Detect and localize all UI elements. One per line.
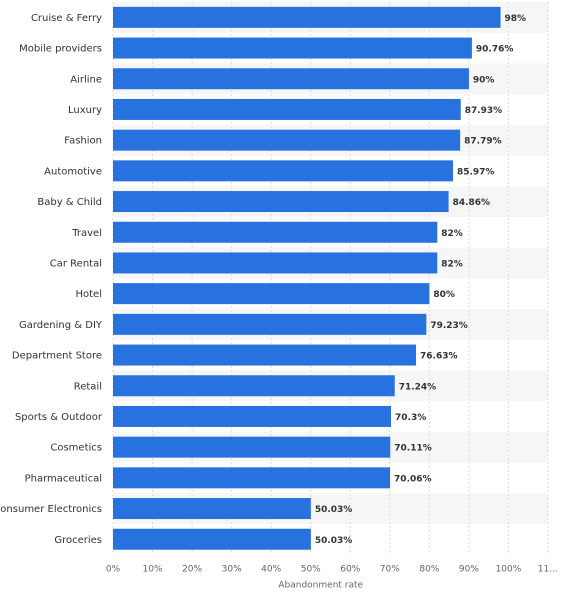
category-label: Hotel: [76, 289, 103, 300]
category-label: Department Store: [12, 351, 102, 362]
value-label: 85.97%: [457, 167, 495, 177]
category-label: Cosmetics: [50, 443, 102, 454]
x-tick-label: 0%: [106, 565, 121, 575]
bar[interactable]: [113, 467, 391, 489]
x-axis-ticks: 0% 10% 20% 30% 40% 50% 60% 70% 80% 90% 100% 11…: [106, 565, 558, 575]
value-label: 87.93%: [465, 106, 503, 116]
value-labels: 98% 90.76% 90% 87.93% 87.79% 85.97% 84.86% 82% 8…: [315, 14, 526, 546]
value-label: 80%: [433, 290, 455, 300]
bar[interactable]: [113, 221, 438, 243]
bar[interactable]: [113, 283, 430, 305]
value-label: 70.3%: [395, 413, 426, 423]
bar[interactable]: [113, 129, 461, 151]
bar[interactable]: [113, 6, 501, 28]
value-label: 79.23%: [430, 321, 468, 331]
value-label: 71.24%: [399, 382, 437, 392]
category-label: Car Rental: [50, 258, 102, 269]
x-tick-label: 20%: [182, 565, 202, 575]
bar[interactable]: [113, 98, 461, 120]
x-tick-label: 50%: [301, 565, 321, 575]
category-label: Airline: [70, 74, 102, 85]
category-label: Mobile providers: [19, 44, 102, 55]
gridlines: [112, 2, 549, 555]
bar[interactable]: [113, 344, 417, 366]
bar[interactable]: [113, 405, 392, 427]
category-labels: Cruise & Ferry Mobile providers Airline Lux…: [0, 13, 103, 546]
value-label: 82%: [441, 259, 463, 269]
bar[interactable]: [113, 252, 438, 274]
bar[interactable]: [113, 498, 311, 520]
category-label: Sports & Outdoor: [15, 412, 103, 423]
bar[interactable]: [113, 160, 453, 182]
x-tick-label: 30%: [222, 565, 242, 575]
bar[interactable]: [113, 436, 391, 458]
value-label: 98%: [505, 14, 527, 24]
category-label: Luxury: [68, 105, 102, 116]
value-label: 76.63%: [420, 352, 458, 362]
category-label: Consumer Electronics: [0, 504, 102, 515]
x-tick-label: 70%: [380, 565, 400, 575]
bar[interactable]: [113, 191, 449, 213]
category-label: Fashion: [64, 136, 102, 147]
value-label: 50.03%: [315, 505, 353, 515]
x-axis-title: Abandonment rate: [278, 581, 363, 591]
x-tick-label: 11…: [538, 565, 558, 575]
category-label: Pharmaceutical: [25, 473, 102, 484]
x-tick-label: 10%: [143, 565, 163, 575]
category-label: Retail: [74, 381, 102, 392]
value-label: 70.06%: [394, 474, 432, 484]
bar[interactable]: [113, 37, 472, 59]
x-tick-label: 80%: [419, 565, 439, 575]
x-tick-label: 90%: [459, 565, 479, 575]
x-tick-label: 40%: [261, 565, 281, 575]
value-label: 87.79%: [464, 137, 502, 147]
category-label: Groceries: [54, 535, 102, 546]
category-label: Travel: [71, 228, 102, 239]
x-tick-label: 60%: [340, 565, 360, 575]
value-label: 84.86%: [453, 198, 491, 208]
bar[interactable]: [113, 375, 395, 397]
category-label: Automotive: [44, 166, 102, 177]
category-label: Cruise & Ferry: [31, 13, 102, 24]
category-label: Baby & Child: [37, 197, 102, 208]
value-label: 70.11%: [394, 444, 432, 454]
bars: [113, 6, 501, 550]
value-label: 90%: [473, 75, 495, 85]
bar[interactable]: [113, 68, 469, 90]
value-label: 82%: [441, 229, 463, 239]
value-label: 90.76%: [476, 45, 514, 55]
bar[interactable]: [113, 528, 311, 550]
bar[interactable]: [113, 313, 427, 335]
x-tick-label: 100%: [496, 565, 522, 575]
value-label: 50.03%: [315, 536, 353, 546]
category-label: Gardening & DIY: [19, 320, 103, 331]
